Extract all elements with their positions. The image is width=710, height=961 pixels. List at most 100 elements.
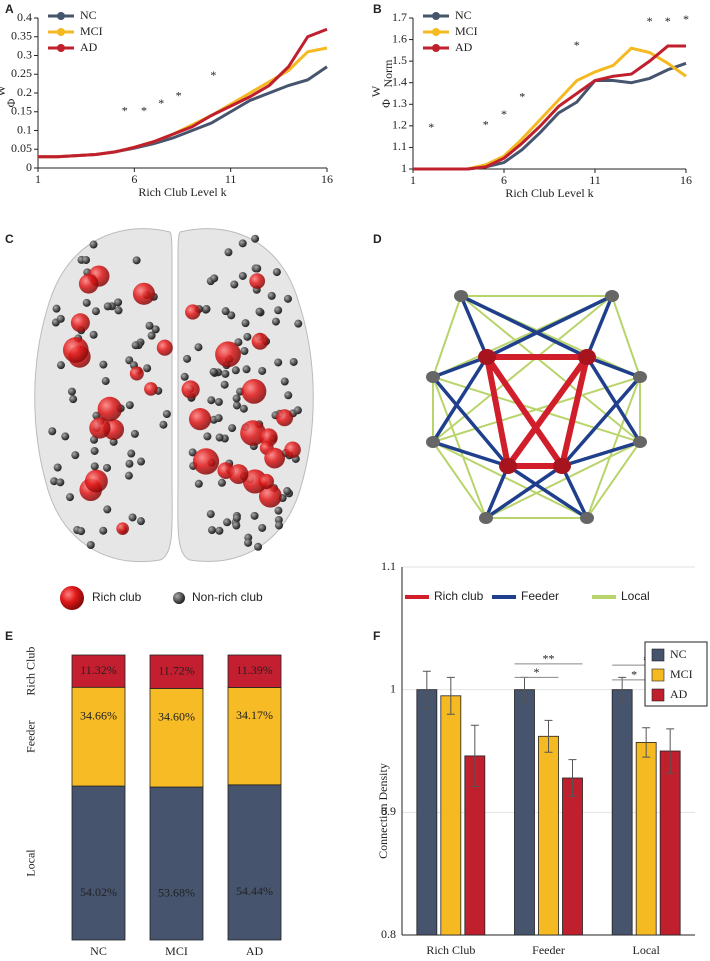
- non-rich-club-node: [220, 380, 229, 389]
- rich-club-node: [258, 473, 275, 490]
- significance-star: *: [141, 104, 147, 118]
- legend-swatch: [60, 586, 84, 610]
- panel-label: C: [5, 232, 14, 246]
- non-rich-club-node: [89, 240, 98, 249]
- line: [38, 46, 328, 159]
- non-rich-club-node: [209, 367, 218, 376]
- feeder-edge: [432, 355, 488, 379]
- error-bar: [544, 719, 553, 753]
- non-rich-club-node: [125, 459, 134, 468]
- non-rich-club-node: [227, 311, 236, 320]
- bar-segment: [227, 687, 282, 786]
- y-tick-label: 1: [390, 681, 396, 695]
- panel-label: F: [373, 629, 380, 643]
- non-rich-club-node: [90, 446, 99, 455]
- non-rich-club-node: [125, 401, 134, 410]
- line: [413, 44, 686, 171]
- x-tick-label: 1: [35, 172, 41, 186]
- feeder-edge: [459, 295, 489, 358]
- x-tick-label: 11: [589, 173, 601, 187]
- significance-star: *: [647, 14, 653, 28]
- feeder-edge: [460, 294, 588, 359]
- legend-label: AD: [80, 40, 98, 54]
- non-rich-club-node: [232, 401, 241, 410]
- legend-swatch: [432, 44, 440, 52]
- rich-club-node: [264, 447, 286, 469]
- non-rich-club-node: [183, 354, 192, 363]
- feeder-edge: [561, 440, 641, 468]
- bar-segment: [149, 786, 204, 941]
- non-rich-club-node: [86, 540, 95, 549]
- x-tick-label: NC: [90, 944, 107, 958]
- local-edge: [432, 441, 588, 519]
- non-rich-club-node: [130, 429, 139, 438]
- value-label: 53.68%: [158, 885, 195, 899]
- non-rich-club-node: [136, 517, 145, 526]
- error-bar: [446, 676, 455, 715]
- x-tick-label: MCI: [165, 944, 188, 958]
- non-rich-club-node: [69, 395, 78, 404]
- non-rich-club-node: [293, 406, 302, 415]
- y-tick-label: 0.1: [17, 122, 32, 136]
- local-edge: [432, 295, 613, 443]
- y-tick-label: 1: [401, 161, 407, 175]
- rich-club-edge: [505, 355, 590, 468]
- legend-swatch: [651, 688, 665, 702]
- non-rich-club-node: [145, 321, 154, 330]
- non-rich-club-node: [214, 397, 223, 406]
- legend-label: AD: [455, 40, 473, 54]
- legend-label: Feeder: [521, 589, 559, 603]
- non-rich-club-node: [284, 391, 293, 400]
- legend-label: Local: [621, 589, 650, 603]
- legend-swatch: [57, 12, 65, 20]
- y-axis-label: Connection Density: [376, 763, 390, 859]
- non-rich-club-node: [89, 330, 98, 339]
- feeder-edge: [560, 465, 589, 519]
- significance-star: *: [665, 14, 671, 28]
- non-rich-club-node: [114, 306, 123, 315]
- series-label: Local: [24, 849, 38, 877]
- non-rich-club-node: [180, 372, 189, 381]
- non-rich-club-node: [253, 264, 262, 273]
- value-label: 54.02%: [80, 885, 117, 899]
- x-tick-label: Feeder: [532, 943, 565, 957]
- non-rich-club-node: [224, 248, 233, 257]
- rich-club-node: [258, 484, 282, 508]
- non-rich-club-node: [280, 377, 289, 386]
- local-edge: [432, 441, 487, 519]
- legend-swatch: [651, 648, 665, 662]
- y-tick-label: 0.15: [11, 104, 32, 118]
- non-rich-club-node: [124, 471, 133, 480]
- rich-club-node: [89, 417, 111, 439]
- significance-star: *: [501, 107, 507, 121]
- y-axis-label-sub: Norm: [381, 59, 395, 88]
- y-axis-label-sup: W: [369, 85, 383, 97]
- non-rich-club-node: [137, 457, 146, 466]
- non-rich-club-node: [231, 366, 240, 375]
- legend-label: AD: [670, 687, 688, 701]
- bar-segment: [149, 654, 204, 689]
- non-rich-club-node: [91, 307, 100, 316]
- value-label: 11.32%: [80, 663, 117, 677]
- significance-star: *: [428, 120, 434, 134]
- non-rich-club-node: [103, 505, 112, 514]
- local-edge: [485, 441, 641, 519]
- non-rich-club-node: [274, 506, 283, 515]
- rich-club-node: [97, 396, 123, 422]
- significance-star: **: [543, 652, 555, 666]
- error-bar: [568, 759, 577, 797]
- significance-star: *: [519, 90, 525, 104]
- feeder-edge: [431, 356, 489, 443]
- rich-club-node: [62, 337, 89, 363]
- non-rich-club-node: [239, 404, 248, 413]
- hub-node: [478, 349, 496, 365]
- non-rich-club-node: [109, 437, 118, 446]
- y-tick-label: 0.05: [11, 141, 32, 155]
- non-rich-club-node: [207, 526, 216, 535]
- x-axis-label: Rich Club Level k: [138, 185, 226, 199]
- non-rich-club-node: [50, 477, 59, 486]
- rich-club-node: [84, 469, 108, 493]
- legend-label: MCI: [455, 24, 478, 38]
- non-rich-club-node: [294, 319, 303, 328]
- rich-club-node: [185, 304, 201, 320]
